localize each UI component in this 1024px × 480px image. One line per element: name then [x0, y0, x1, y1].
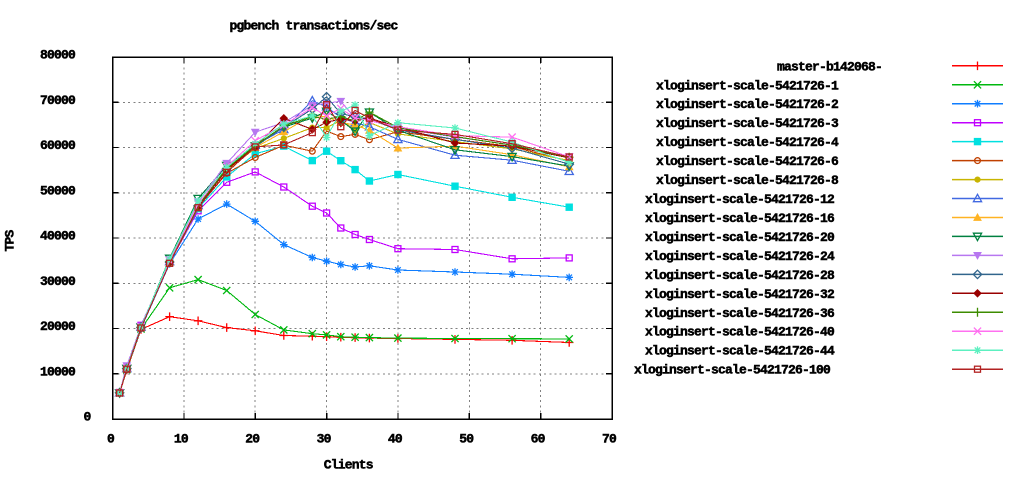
svg-text:Clients: Clients [324, 458, 374, 473]
svg-text:xloginsert-scale-5421726-1: xloginsert-scale-5421726-1 [656, 78, 839, 93]
svg-text:30000: 30000 [40, 274, 76, 289]
svg-text:20000: 20000 [40, 319, 76, 334]
svg-text:70000: 70000 [40, 93, 76, 108]
svg-text:xloginsert-scale-5421726-44: xloginsert-scale-5421726-44 [645, 344, 835, 359]
svg-text:xloginsert-scale-5421726-8: xloginsert-scale-5421726-8 [656, 173, 839, 188]
svg-text:20: 20 [245, 432, 260, 447]
svg-text:xloginsert-scale-5421726-6: xloginsert-scale-5421726-6 [656, 154, 839, 169]
svg-text:xloginsert-scale-5421726-16: xloginsert-scale-5421726-16 [645, 211, 835, 226]
svg-text:xloginsert-scale-5421726-40: xloginsert-scale-5421726-40 [645, 325, 835, 340]
svg-text:xloginsert-scale-5421726-4: xloginsert-scale-5421726-4 [656, 135, 839, 150]
svg-text:10000: 10000 [40, 364, 76, 379]
svg-text:10: 10 [174, 432, 189, 447]
svg-text:xloginsert-scale-5421726-3: xloginsert-scale-5421726-3 [656, 116, 839, 131]
svg-text:0: 0 [107, 432, 115, 447]
svg-text:xloginsert-scale-5421726-12: xloginsert-scale-5421726-12 [645, 192, 835, 207]
svg-text:xloginsert-scale-5421726-36: xloginsert-scale-5421726-36 [645, 306, 835, 321]
svg-text:master-b142068-: master-b142068- [777, 59, 882, 74]
svg-text:60: 60 [531, 432, 546, 447]
svg-text:xloginsert-scale-5421726-20: xloginsert-scale-5421726-20 [645, 230, 835, 245]
svg-text:40: 40 [388, 432, 403, 447]
svg-text:30: 30 [317, 432, 332, 447]
svg-text:xloginsert-scale-5421726-24: xloginsert-scale-5421726-24 [645, 249, 835, 264]
svg-text:60000: 60000 [40, 138, 76, 153]
svg-text:TPS: TPS [3, 230, 18, 252]
svg-text:pgbench transactions/sec: pgbench transactions/sec [229, 19, 398, 34]
svg-text:70: 70 [602, 432, 617, 447]
svg-text:50: 50 [459, 432, 474, 447]
svg-text:50000: 50000 [40, 183, 76, 198]
svg-text:80000: 80000 [40, 48, 76, 63]
svg-text:xloginsert-scale-5421726-32: xloginsert-scale-5421726-32 [645, 287, 835, 302]
svg-text:40000: 40000 [40, 229, 76, 244]
svg-text:xloginsert-scale-5421726-100: xloginsert-scale-5421726-100 [634, 363, 831, 378]
svg-text:0: 0 [83, 410, 91, 425]
svg-text:xloginsert-scale-5421726-28: xloginsert-scale-5421726-28 [645, 268, 835, 283]
svg-text:xloginsert-scale-5421726-2: xloginsert-scale-5421726-2 [656, 97, 839, 112]
